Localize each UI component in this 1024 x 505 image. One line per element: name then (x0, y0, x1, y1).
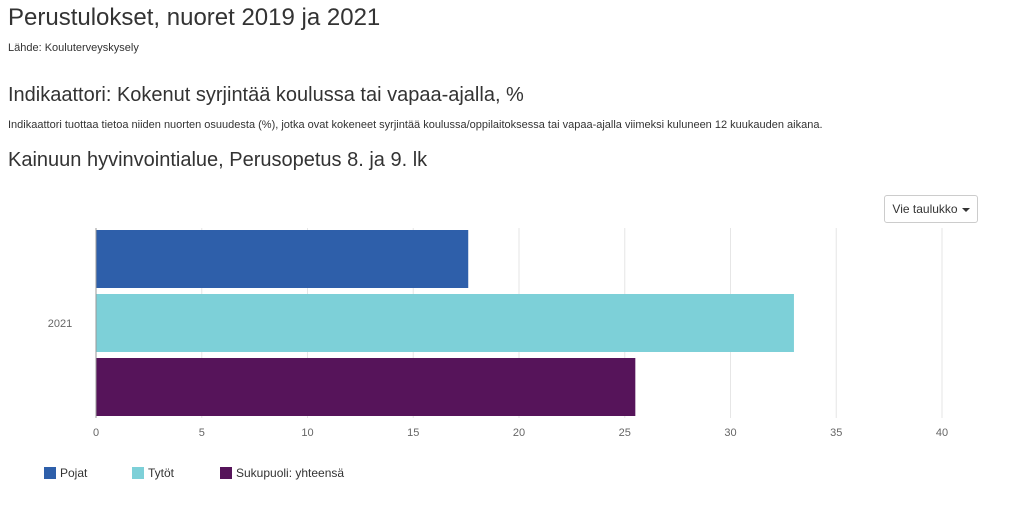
indicator-title: Indikaattori: Kokenut syrjintää koulussa… (8, 84, 524, 106)
bar-0 (96, 230, 469, 288)
legend-item-0[interactable]: Pojat (44, 466, 132, 480)
x-tick-label-0: 0 (93, 427, 99, 439)
bar-1 (96, 294, 794, 352)
bar-2 (96, 358, 636, 416)
legend-item-1[interactable]: Tytöt (132, 466, 220, 480)
legend-label: Pojat (60, 466, 88, 480)
legend-item-2[interactable]: Sukupuoli: yhteensä (220, 466, 344, 480)
legend-label: Tytöt (148, 466, 175, 480)
x-tick-label-3: 15 (407, 427, 419, 439)
source-text: Lähde: Kouluterveyskysely (8, 42, 139, 54)
caret-down-icon (961, 207, 970, 212)
bar-chart: 2021 0 5 10 15 20 25 30 35 40 (48, 228, 948, 439)
x-tick-label-2: 10 (301, 427, 313, 439)
legend-swatch (132, 467, 144, 479)
category-label-0: 2021 (48, 318, 72, 330)
x-tick-label-8: 40 (936, 427, 948, 439)
export-table-label: Vie taulukko (892, 202, 958, 216)
indicator-description: Indikaattori tuottaa tietoa niiden nuort… (8, 119, 823, 131)
legend-swatch (44, 467, 56, 479)
x-tick-label-4: 20 (513, 427, 525, 439)
x-tick-label-6: 30 (724, 427, 736, 439)
legend-label: Sukupuoli: yhteensä (236, 466, 345, 480)
x-tick-label-1: 5 (199, 427, 205, 439)
legend-swatch (220, 467, 232, 479)
page-title: Perustulokset, nuoret 2019 ja 2021 (8, 4, 381, 31)
chart-legend: Pojat Tytöt Sukupuoli: yhteensä (44, 466, 344, 480)
x-tick-label-7: 35 (830, 427, 842, 439)
export-table-button[interactable]: Vie taulukko (884, 195, 978, 223)
x-tick-label-5: 25 (619, 427, 631, 439)
region-title: Kainuun hyvinvointialue, Perusopetus 8. … (8, 149, 428, 171)
